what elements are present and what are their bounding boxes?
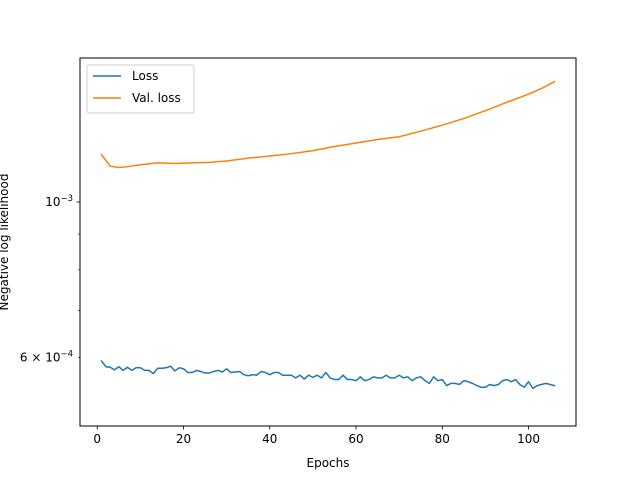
x-tick-label: 0: [93, 432, 101, 446]
plot-area: [80, 58, 576, 426]
x-axis-label: Epochs: [307, 456, 350, 470]
x-tick-label: 80: [435, 432, 450, 446]
x-axis: 0 20 40 60 80 100: [93, 426, 540, 446]
x-tick-label: 20: [176, 432, 191, 446]
y-axis-label: Negative log likelihood: [0, 174, 11, 311]
legend-label-val-loss: Val. loss: [132, 91, 181, 105]
series-layer: [100, 80, 556, 390]
y-tick-label: 6 × 10−4: [20, 349, 73, 364]
legend-label-loss: Loss: [132, 69, 158, 83]
legend: Loss Val. loss: [86, 64, 195, 114]
y-axis: 10−3 6 × 10−4: [20, 194, 80, 364]
y-tick-label: 10−3: [45, 194, 73, 209]
x-tick-label: 40: [262, 432, 277, 446]
series-line-loss: [100, 359, 556, 390]
series-line-val-loss: [100, 80, 556, 169]
x-tick-label: 100: [517, 432, 540, 446]
x-tick-label: 60: [348, 432, 363, 446]
legend-box: [86, 64, 195, 114]
axes-frame: [79, 57, 577, 427]
